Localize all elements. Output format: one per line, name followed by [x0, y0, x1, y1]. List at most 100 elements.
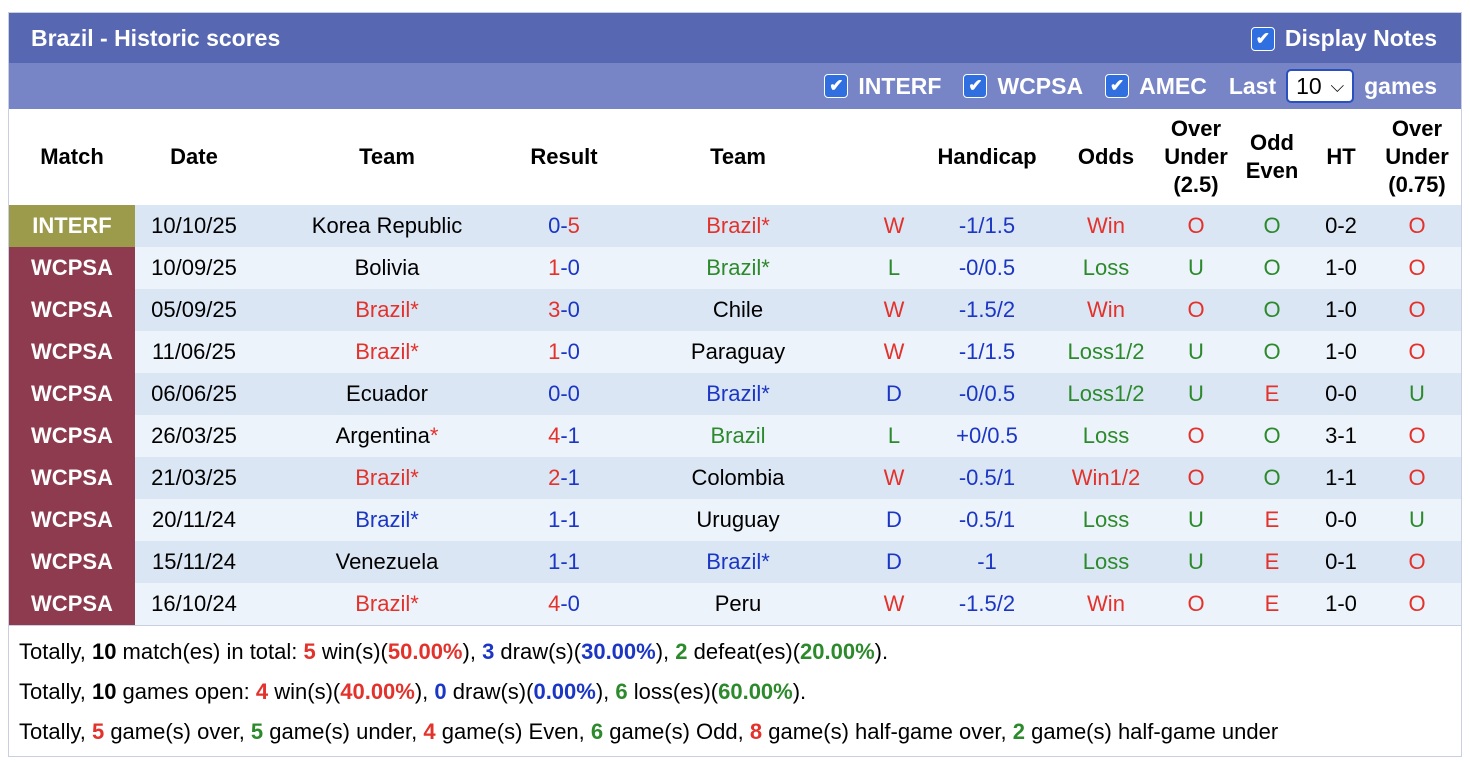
header-cell: Handicap [919, 109, 1055, 205]
match-row: WCPSA 26/03/25 Argentina* 4-1 Brazil L +0/0.5 L… [9, 415, 1461, 457]
summary-value: 2 [675, 639, 688, 664]
home-team: Venezuela [335, 549, 439, 574]
away-goals: 1 [567, 507, 580, 532]
date: 21/03/25 [151, 465, 237, 490]
match-type: INTERF [9, 205, 135, 247]
summary-value: 60.00% [718, 679, 793, 704]
summary-value: 6 [590, 719, 604, 744]
summary-value: 30.00% [581, 639, 656, 664]
half-time: 0-0 [1325, 381, 1357, 406]
over-under-half: O [1408, 339, 1426, 364]
odds: Loss [1082, 423, 1130, 448]
handicap: -0.5/1 [958, 507, 1016, 532]
result: 2-1 [521, 457, 607, 499]
away-team: Paraguay [690, 339, 786, 364]
separator: - [560, 213, 568, 238]
summary-text: ). [792, 679, 807, 704]
half-time: 0-1 [1325, 549, 1357, 574]
summary: Totally, 10 match(es) in total: 5 win(s)… [9, 625, 1461, 756]
checkbox[interactable]: ✔ [1250, 27, 1275, 52]
odd-even: O [1263, 297, 1281, 322]
filter-option[interactable]: ✔ WCPSA [963, 73, 1083, 100]
summary-value: 20.00% [800, 639, 875, 664]
result: 1-0 [521, 331, 607, 373]
over-under: U [1188, 549, 1204, 574]
away-team: Brazil* [706, 549, 770, 574]
away-goals: 0 [567, 591, 580, 616]
home-team: Ecuador [346, 381, 428, 406]
outcome: W [883, 465, 905, 490]
summary-text: game(s) over, [104, 719, 251, 744]
summary-text: win(s)( [268, 679, 341, 704]
summary-text: game(s) under, [263, 719, 424, 744]
display-notes[interactable]: ✔ Display Notes [1250, 25, 1437, 52]
home-team: Brazil* [355, 507, 419, 532]
summary-text: loss(es)( [627, 679, 719, 704]
summary-value: 5 [303, 639, 316, 664]
handicap: -0.5/1 [958, 465, 1016, 490]
header-cell: HT [1309, 109, 1373, 205]
half-time: 1-0 [1325, 255, 1357, 280]
match-row: WCPSA 10/09/25 Bolivia 1-0 Brazil* L -0/0.5 Los… [9, 247, 1461, 289]
over-under-half: O [1408, 213, 1426, 238]
separator: - [560, 549, 568, 574]
home-team: Korea Republic [311, 213, 463, 238]
half-time: 1-1 [1325, 465, 1357, 490]
summary-text: win(s)( [315, 639, 388, 664]
separator: - [560, 255, 568, 280]
match-type: WCPSA [9, 373, 135, 415]
date: 15/11/24 [151, 549, 236, 574]
filter-option[interactable]: ✔ INTERF [824, 73, 941, 100]
summary-value: 6 [615, 679, 628, 704]
filter-option[interactable]: ✔ AMEC [1105, 73, 1207, 100]
summary-value: 0 [434, 679, 447, 704]
odds: Win1/2 [1071, 465, 1141, 490]
away-team: Brazil [710, 423, 766, 448]
odd-even: O [1263, 465, 1281, 490]
header-cell: Team [253, 109, 521, 205]
odds: Win [1087, 591, 1125, 616]
match-row: WCPSA 21/03/25 Brazil* 2-1 Colombia W -0.5/1 Wi… [9, 457, 1461, 499]
match-type: WCPSA [9, 541, 135, 583]
over-under-half: O [1408, 549, 1426, 574]
date: 10/09/25 [151, 255, 237, 280]
separator: - [560, 423, 568, 448]
away-team: Chile [712, 297, 764, 322]
header-row: Match Date Team Result Team Handicap Odds Over … [9, 109, 1461, 205]
checkbox[interactable]: ✔ [824, 74, 849, 98]
over-under-half: O [1408, 465, 1426, 490]
date: 06/06/25 [151, 381, 237, 406]
result: 4-1 [521, 415, 607, 457]
summary-value: 3 [482, 639, 495, 664]
home-team: Brazil* [355, 339, 419, 364]
half-time: 0-0 [1325, 507, 1357, 532]
match-type: WCPSA [9, 583, 135, 625]
home-team: Brazil* [355, 465, 419, 490]
over-under: O [1187, 465, 1205, 490]
over-under-half: O [1408, 423, 1426, 448]
checkbox[interactable]: ✔ [1105, 74, 1130, 98]
outcome: L [887, 423, 901, 448]
checkbox[interactable]: ✔ [963, 74, 988, 98]
summary-text: Totally, [19, 639, 92, 664]
over-under: O [1187, 297, 1205, 322]
away-team: Uruguay [696, 507, 780, 532]
title: Brazil - Historic scores [31, 24, 281, 51]
odd-even: O [1263, 213, 1281, 238]
handicap: -1/1.5 [958, 213, 1016, 238]
odds: Loss1/2 [1067, 339, 1145, 364]
over-under: U [1188, 507, 1204, 532]
result: 0-0 [521, 373, 607, 415]
games-select[interactable]: 10 ⌵ [1286, 69, 1355, 103]
summary-text: ). [874, 639, 889, 664]
separator: - [560, 381, 568, 406]
home-goals: 1 [548, 339, 561, 364]
summary-text: game(s) half-game over, [762, 719, 1013, 744]
outcome: D [886, 507, 902, 532]
outcome: W [883, 591, 905, 616]
away-goals: 5 [567, 213, 580, 238]
away-team: Brazil* [706, 381, 770, 406]
summary-text: ), [595, 679, 616, 704]
away-team: Brazil* [706, 213, 770, 238]
over-under: U [1188, 381, 1204, 406]
